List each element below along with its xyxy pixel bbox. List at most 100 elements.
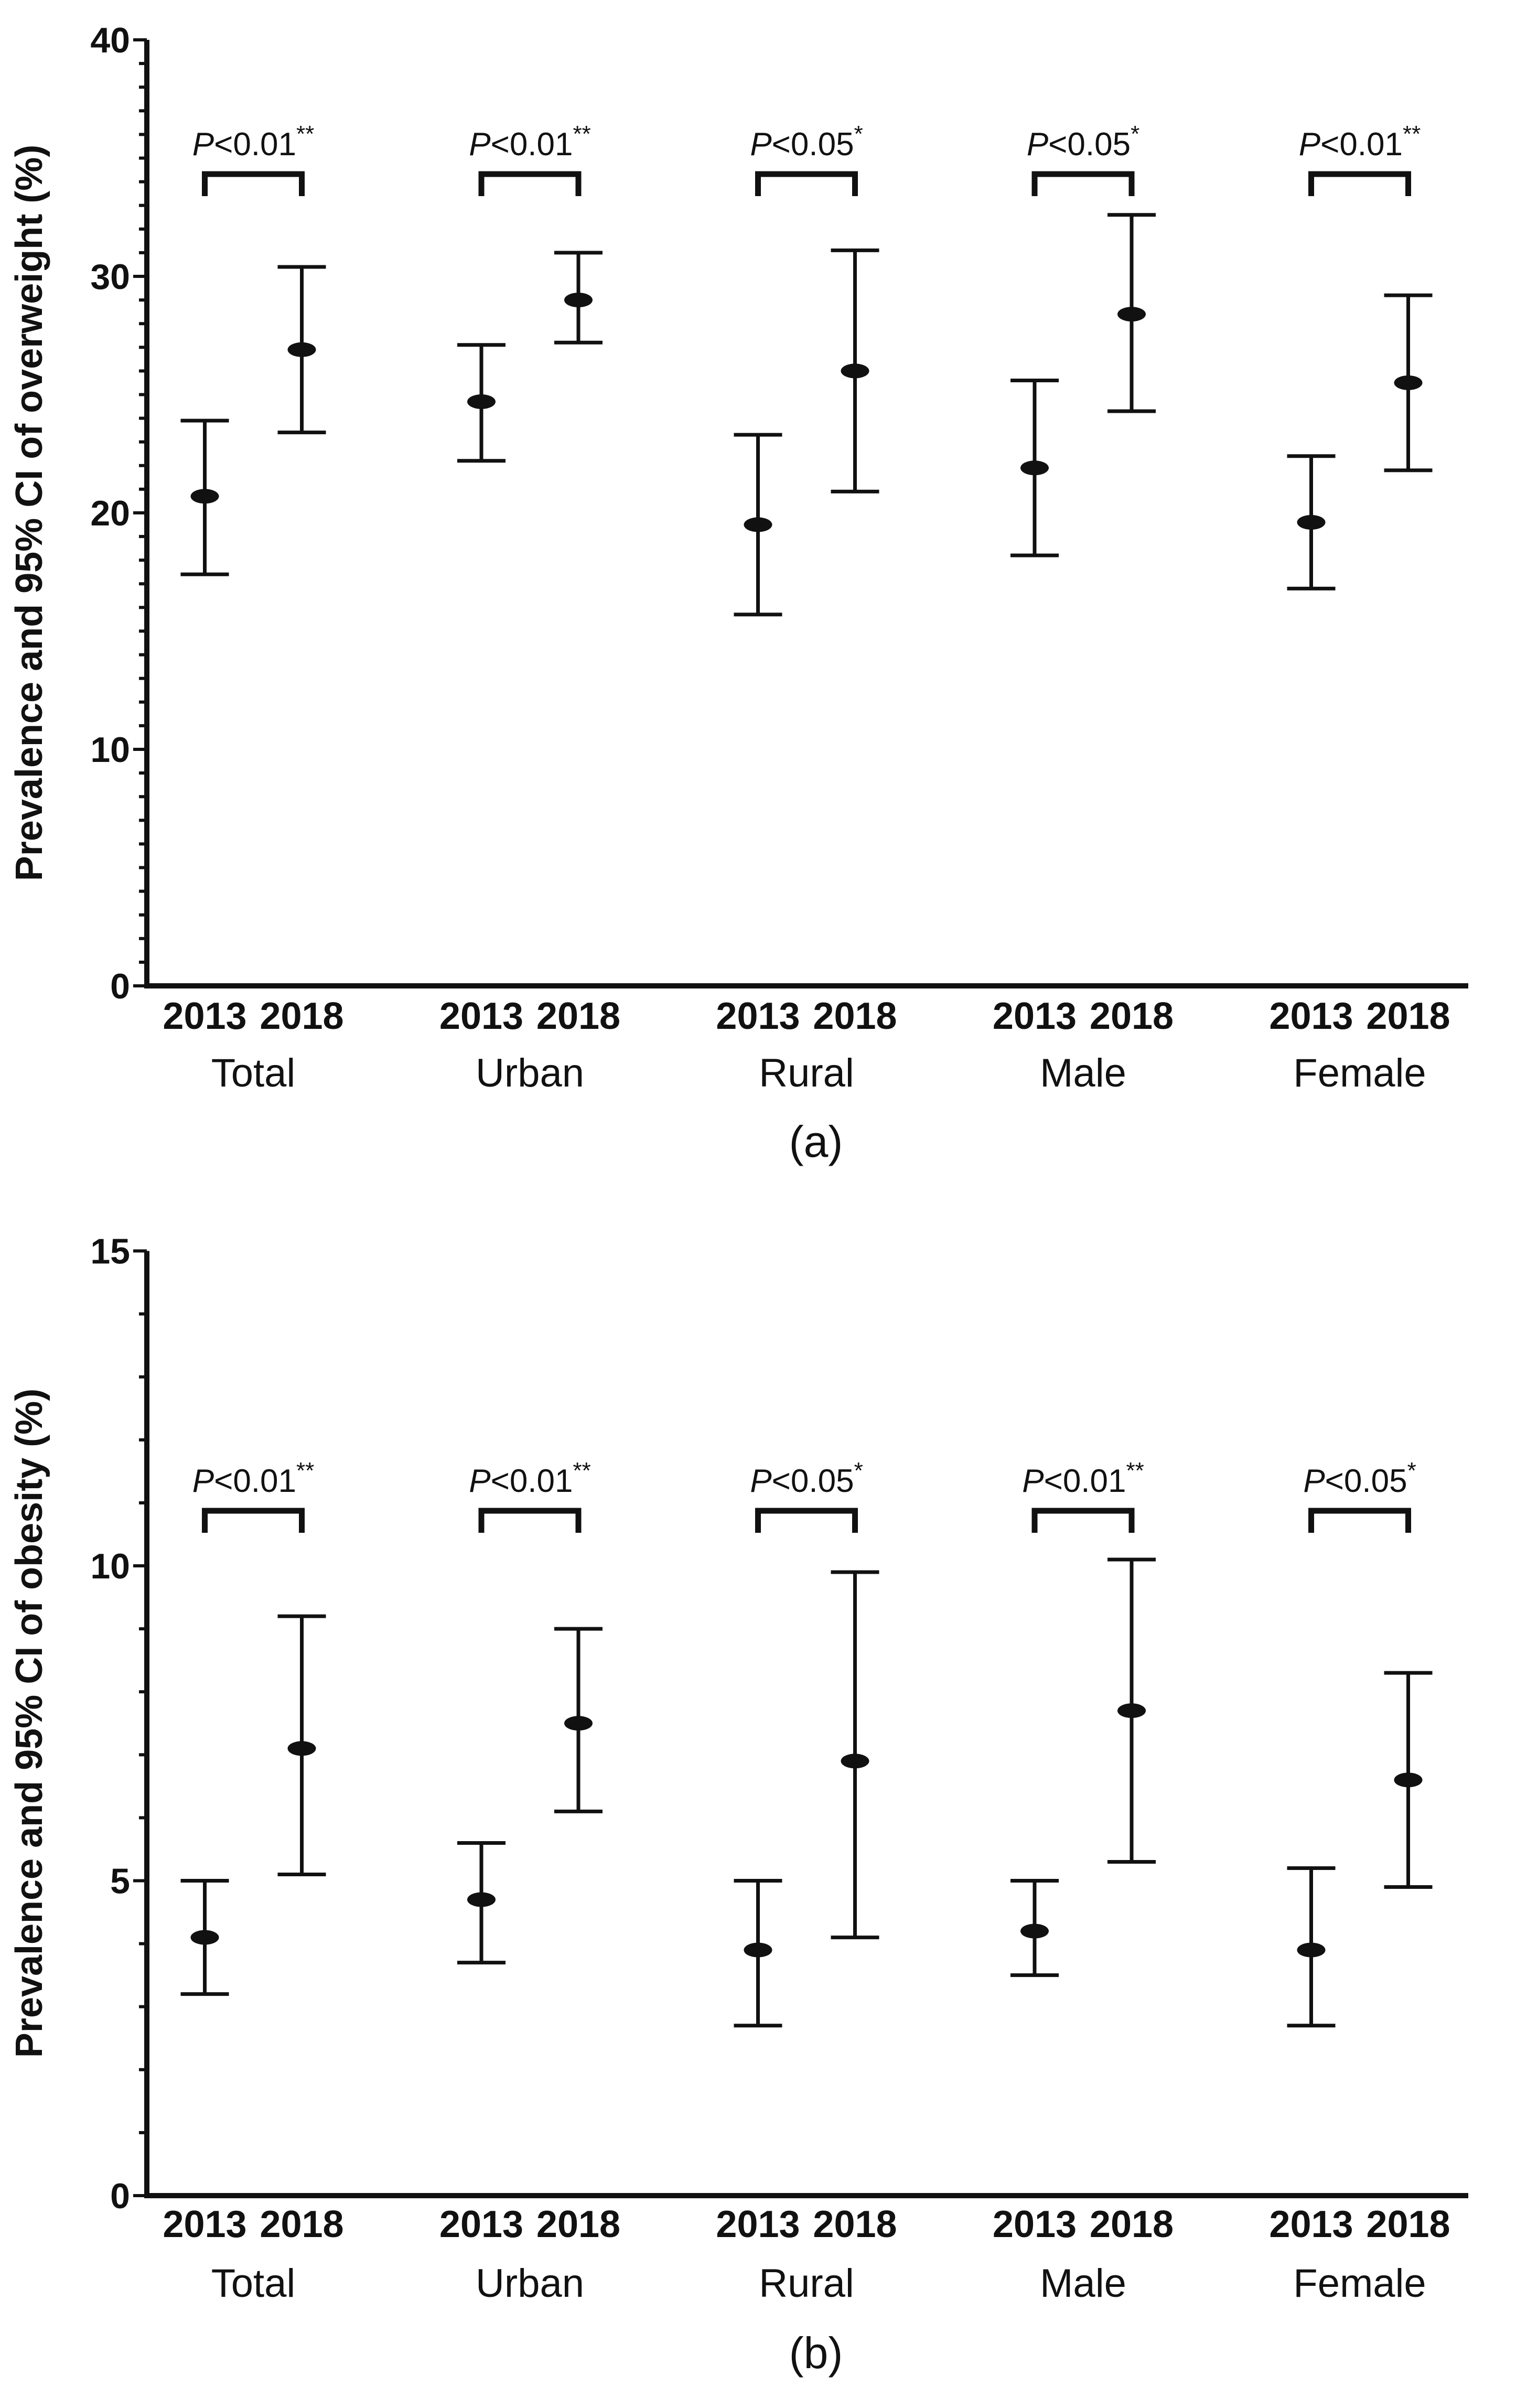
prevalence-point-marker: [1020, 1923, 1049, 1939]
x-group-label: Male: [1040, 2261, 1126, 2306]
x-group-label: Total: [211, 2261, 296, 2306]
x-year-label: 2018: [1366, 995, 1450, 1037]
significance-label: P<0.01**: [469, 1458, 591, 1499]
significance-bracket: [755, 1508, 858, 1533]
x-group-label: Total: [211, 1051, 296, 1095]
prevalence-point-marker: [1297, 1942, 1326, 1958]
prevalence-point-marker: [564, 293, 593, 308]
x-group-label: Female: [1293, 2261, 1426, 2306]
prevalence-point-marker: [287, 342, 316, 357]
significance-label: P<0.05*: [1027, 121, 1139, 163]
x-year-label: 2013: [993, 995, 1077, 1037]
panel-letter: (b): [789, 2328, 843, 2378]
x-year-label: 2018: [813, 995, 897, 1037]
y-tick-label: 10: [90, 1546, 130, 1586]
prevalence-point-marker: [1117, 1703, 1146, 1718]
significance-p-symbol: P: [192, 126, 214, 163]
x-year-label: 2013: [163, 2203, 246, 2245]
prevalence-point-marker: [841, 363, 869, 379]
significance-p-value: <0.05: [1325, 1463, 1407, 1499]
y-tick-label: 30: [90, 257, 130, 297]
y-tick-label: 0: [110, 2176, 130, 2216]
prevalence-point-marker: [744, 517, 772, 532]
significance-stars: **: [573, 1458, 591, 1484]
significance-bracket: [478, 171, 582, 196]
prevalence-point-marker: [744, 1942, 772, 1958]
prevalence-point-marker: [1117, 307, 1146, 322]
significance-label: P<0.01**: [469, 121, 591, 163]
x-group-label: Urban: [476, 2261, 584, 2306]
significance-label: P<0.01**: [1022, 1458, 1144, 1499]
x-group-label: Rural: [759, 1051, 854, 1095]
significance-p-symbol: P: [1027, 126, 1048, 163]
prevalence-point-marker: [1020, 460, 1049, 476]
significance-label: P<0.05*: [750, 121, 863, 163]
significance-p-value: <0.01: [491, 126, 573, 163]
x-year-label: 2013: [439, 2203, 523, 2245]
prevalence-point-marker: [467, 394, 496, 410]
significance-bracket: [478, 1508, 582, 1533]
significance-p-symbol: P: [469, 1463, 490, 1499]
x-group-label: Female: [1293, 1051, 1426, 1095]
significance-label: P<0.01**: [192, 1458, 315, 1499]
significance-p-value: <0.01: [1320, 126, 1403, 163]
prevalence-point-marker: [1394, 375, 1423, 390]
x-group-label: Rural: [759, 2261, 854, 2306]
significance-label: P<0.05*: [750, 1458, 863, 1499]
significance-p-symbol: P: [192, 1463, 214, 1499]
prevalence-point-marker: [190, 489, 219, 504]
prevalence-point-marker: [190, 1930, 219, 1945]
prevalence-point-marker: [287, 1741, 316, 1756]
significance-p-symbol: P: [1299, 126, 1320, 163]
significance-p-value: <0.01: [214, 1463, 296, 1499]
x-year-label: 2018: [813, 2203, 897, 2245]
x-year-label: 2013: [163, 995, 246, 1037]
y-tick-label: 15: [90, 1232, 130, 1272]
prevalence-point-marker: [1297, 515, 1326, 530]
significance-bracket: [202, 171, 305, 196]
prevalence-point-marker: [467, 1892, 496, 1907]
y-tick-label: 20: [90, 493, 130, 533]
x-group-label: Urban: [476, 1051, 584, 1095]
y-tick-label: 40: [90, 20, 130, 60]
prevalence-point-marker: [841, 1754, 869, 1769]
significance-p-value: <0.05: [1048, 126, 1131, 163]
x-year-label: 2018: [536, 995, 620, 1037]
x-year-label: 2018: [536, 2203, 620, 2245]
x-year-label: 2013: [439, 995, 523, 1037]
significance-stars: **: [1403, 121, 1421, 147]
significance-stars: **: [1126, 1458, 1144, 1484]
significance-stars: **: [296, 121, 314, 147]
prevalence-point-marker: [564, 1716, 593, 1731]
y-tick-label: 10: [90, 730, 130, 770]
x-year-label: 2013: [716, 2203, 800, 2245]
y-axis-title: Prevalence and 95% CI of overweight (%): [8, 145, 50, 881]
x-year-label: 2018: [1090, 2203, 1174, 2245]
x-year-label: 2013: [993, 2203, 1077, 2245]
significance-p-value: <0.05: [772, 1463, 854, 1499]
significance-p-value: <0.01: [214, 126, 296, 163]
significance-p-symbol: P: [1022, 1463, 1044, 1499]
significance-label: P<0.01**: [192, 121, 315, 163]
y-tick-label: 0: [110, 966, 130, 1006]
significance-label: P<0.01**: [1299, 121, 1421, 163]
significance-stars: *: [854, 121, 863, 147]
x-group-label: Male: [1040, 1051, 1126, 1095]
y-axis-title: Prevalence and 95% CI of obesity (%): [8, 1389, 50, 2058]
significance-stars: *: [854, 1458, 863, 1484]
significance-p-symbol: P: [469, 126, 490, 163]
x-year-label: 2018: [260, 2203, 343, 2245]
significance-stars: *: [1131, 121, 1139, 147]
x-year-label: 2013: [1269, 995, 1353, 1037]
significance-stars: *: [1407, 1458, 1416, 1484]
significance-stars: **: [573, 121, 591, 147]
significance-bracket: [1308, 1508, 1411, 1533]
x-year-label: 2018: [260, 995, 343, 1037]
significance-bracket: [1031, 171, 1135, 196]
significance-bracket: [755, 171, 858, 196]
prevalence-point-marker: [1394, 1772, 1423, 1788]
significance-p-value: <0.01: [1044, 1463, 1126, 1499]
x-year-label: 2018: [1366, 2203, 1450, 2245]
